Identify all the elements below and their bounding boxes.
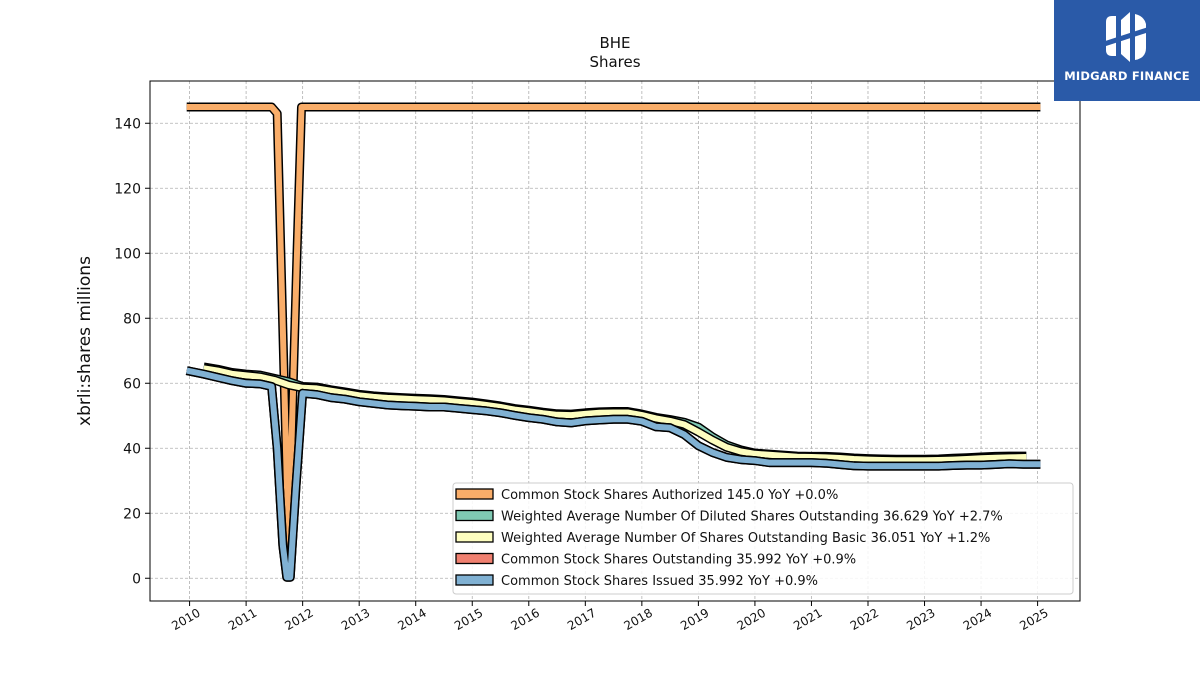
legend-swatch <box>455 509 494 522</box>
legend-swatch <box>455 574 494 586</box>
brand-name: MIDGARD FINANCE <box>1064 69 1190 83</box>
x-tick-label: 2021 <box>791 606 824 633</box>
y-tick-label: 20 <box>123 506 141 522</box>
plot-frame <box>149 80 1081 602</box>
legend-swatch <box>455 552 494 565</box>
legend-label: Common Stock Shares Issued 35.992 YoY +0… <box>501 574 818 589</box>
series-outline <box>186 102 1041 551</box>
x-axis: 2010 2011 2012 2013 2014 2015 2016 2017 2018 2019… <box>169 601 1051 633</box>
y-tick-label: 40 <box>123 441 141 457</box>
legend: Common Stock Shares Authorized 145.0 YoY… <box>452 482 1074 595</box>
y-axis-label: xbrli:shares millions <box>75 256 95 426</box>
chart-subtitle: Shares <box>589 53 640 71</box>
x-tick-label: 2020 <box>735 606 768 633</box>
legend-swatch <box>455 488 494 500</box>
x-tick-label: 2017 <box>565 606 598 633</box>
series-lines <box>185 102 1041 582</box>
x-tick-label: 2025 <box>1017 606 1050 633</box>
legend-item: Weighted Average Number Of Diluted Share… <box>455 509 1003 525</box>
x-tick-label: 2014 <box>395 606 428 633</box>
legend-label: Weighted Average Number Of Diluted Share… <box>501 510 1003 525</box>
x-tick-label: 2011 <box>226 606 259 633</box>
x-tick-label: 2012 <box>282 606 315 633</box>
x-tick-label: 2018 <box>622 606 655 633</box>
midgard-logo-icon <box>1102 12 1152 62</box>
y-tick-label: 0 <box>132 571 141 587</box>
series-line <box>186 367 1041 581</box>
x-tick-label: 2022 <box>848 606 881 633</box>
x-tick-label: 2013 <box>339 606 372 633</box>
series-4 <box>185 366 1041 582</box>
legend-label: Common Stock Shares Outstanding 35.992 Y… <box>501 553 856 568</box>
y-tick-label: 80 <box>123 311 141 327</box>
x-tick-label: 2024 <box>961 606 994 633</box>
series-line <box>203 365 1027 464</box>
series-0 <box>186 102 1041 551</box>
legend-item: Weighted Average Number Of Shares Outsta… <box>455 531 990 546</box>
legend-item: Common Stock Shares Outstanding 35.992 Y… <box>455 552 856 568</box>
chart-title: BHE <box>599 34 630 52</box>
brand-logo: MIDGARD FINANCE <box>1054 0 1200 101</box>
x-tick-label: 2023 <box>904 606 937 633</box>
y-tick-label: 100 <box>114 246 141 262</box>
legend-box <box>452 482 1074 595</box>
y-tick-label: 60 <box>123 376 141 392</box>
legend-label: Common Stock Shares Authorized 145.0 YoY… <box>501 488 838 503</box>
x-tick-label: 2019 <box>678 606 711 633</box>
x-tick-label: 2016 <box>508 606 541 633</box>
y-tick-label: 140 <box>114 116 141 132</box>
legend-label: Weighted Average Number Of Shares Outsta… <box>501 531 990 546</box>
legend-swatch <box>455 531 494 543</box>
series-line <box>186 104 1041 549</box>
x-tick-label: 2015 <box>452 606 485 633</box>
legend-item: Common Stock Shares Issued 35.992 YoY +0… <box>455 574 818 589</box>
y-axis: 0 20 40 60 80 100 120 140 <box>114 116 150 587</box>
x-tick-label: 2010 <box>169 606 202 633</box>
series-2 <box>202 363 1027 465</box>
legend-item: Common Stock Shares Authorized 145.0 YoY… <box>455 488 838 503</box>
y-tick-label: 120 <box>114 181 141 197</box>
